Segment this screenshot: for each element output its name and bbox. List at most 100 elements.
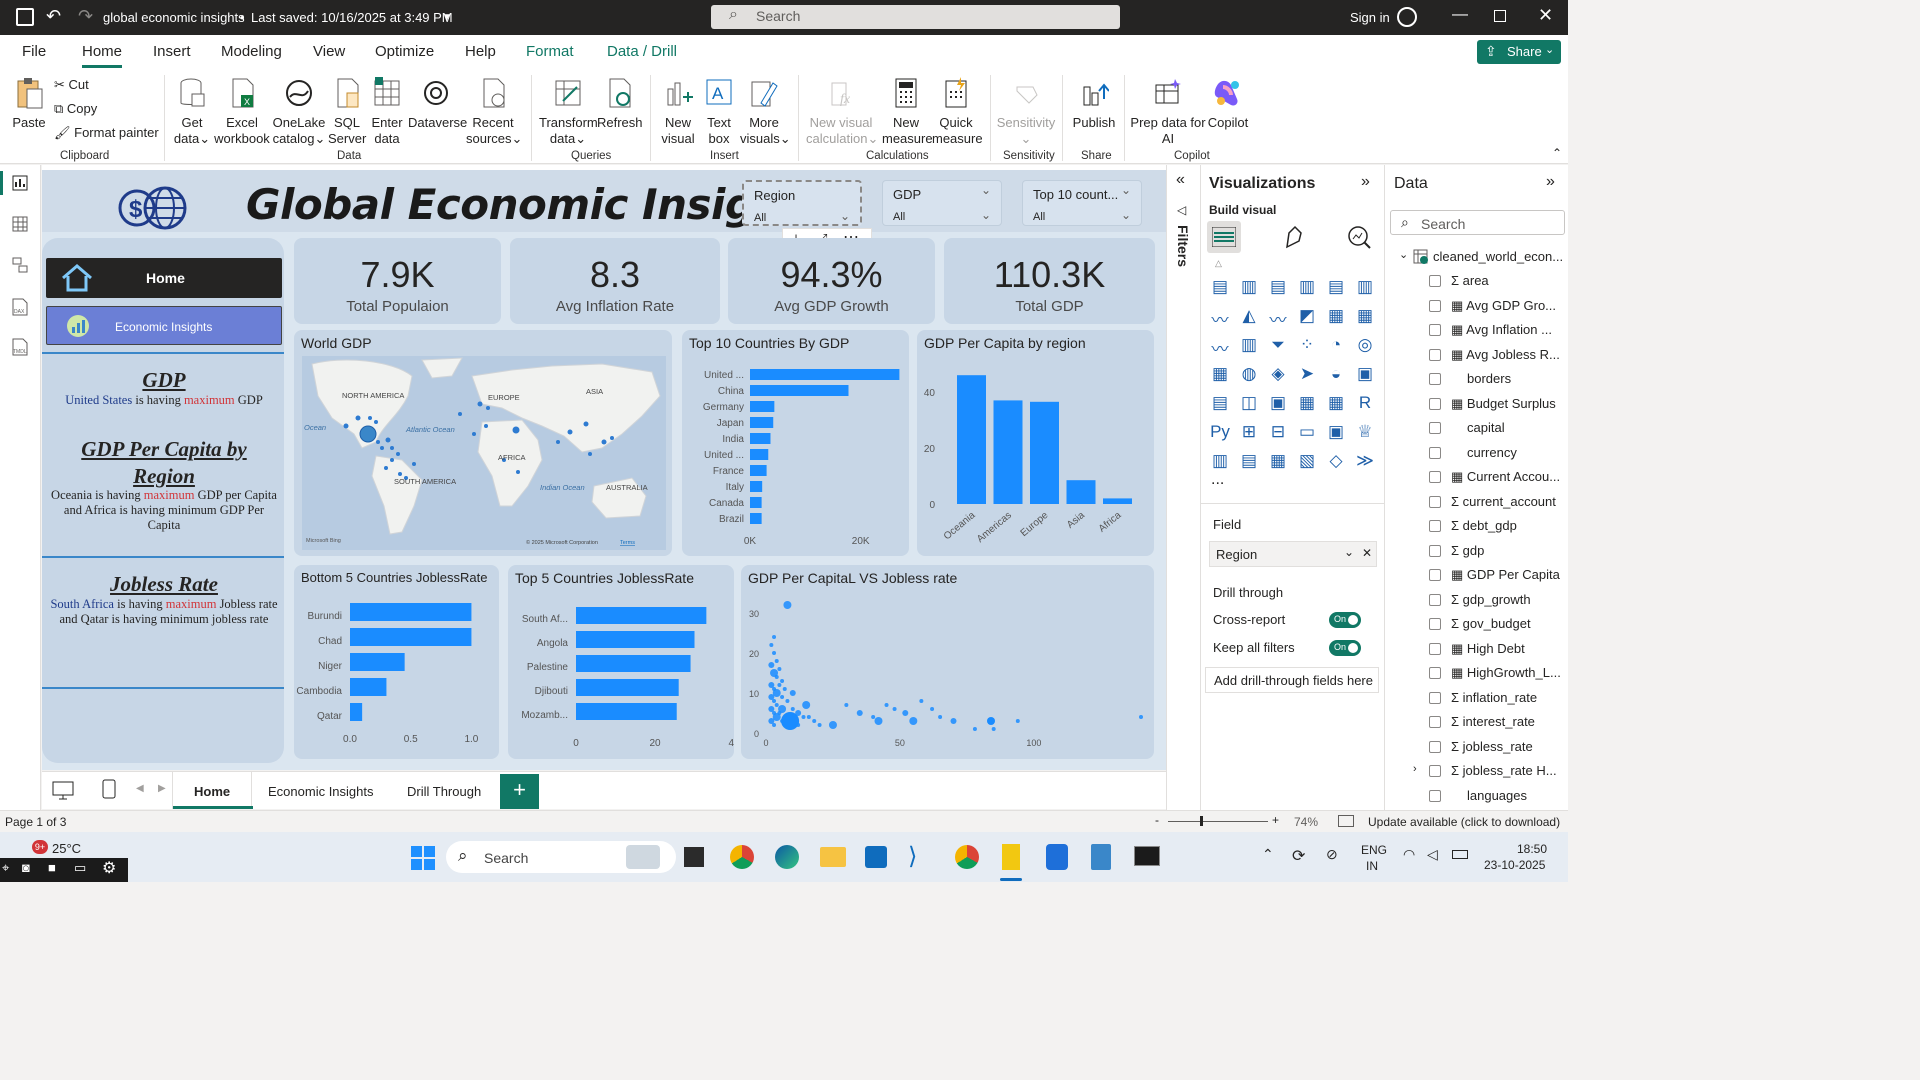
top10-slicer[interactable]: Top 10 count... ⌄ All ⌄ (1022, 180, 1142, 226)
new-visual-button[interactable]: New visual (658, 77, 698, 147)
paste-button[interactable]: Paste (10, 77, 48, 131)
field-well-region[interactable]: Region ⌄ ✕ (1209, 541, 1377, 567)
field-checkbox[interactable] (1429, 471, 1441, 483)
visual-type-icon[interactable]: ▥ (1298, 277, 1316, 296)
terminal-icon[interactable] (1134, 846, 1160, 866)
field-checkbox[interactable] (1429, 373, 1441, 385)
filters-pane-collapsed[interactable]: « ◁ Filters (1166, 165, 1200, 810)
visual-type-icon[interactable]: ▥ (1211, 451, 1229, 470)
visual-type-icon[interactable]: ◭ (1242, 306, 1256, 325)
more-visuals-button[interactable]: More visuals⌄ (740, 77, 791, 147)
kpi-card-total-gdp[interactable]: 110.3K Total GDP (944, 238, 1155, 324)
visual-type-icon[interactable]: 〰 (1211, 340, 1229, 359)
fit-to-page-icon[interactable] (1338, 815, 1354, 827)
visual-type-icon[interactable]: ➤ (1299, 364, 1315, 383)
field-checkbox[interactable] (1429, 520, 1441, 532)
notepad-icon[interactable] (1091, 844, 1111, 870)
visual-type-icon[interactable]: ≫ (1356, 451, 1374, 470)
visual-type-icon[interactable]: ◫ (1240, 393, 1258, 412)
field-checkbox[interactable] (1429, 299, 1441, 312)
battery-icon[interactable] (1452, 850, 1468, 859)
visual-type-icon[interactable]: ▦ (1327, 393, 1345, 412)
visual-type-icon[interactable]: ◒ (1330, 364, 1342, 383)
gdp-slicer[interactable]: GDP ⌄ All ⌄ (882, 180, 1002, 226)
copy-button[interactable]: ⧉ Copy (54, 101, 98, 116)
share-button[interactable]: ⇪ Share ⌄ (1477, 40, 1561, 64)
search-input[interactable]: ⌕ Search (711, 5, 1120, 29)
visual-type-icon[interactable]: ▣ (1356, 364, 1374, 383)
visual-type-icon[interactable]: R (1358, 393, 1372, 412)
prep-data-ai-button[interactable]: Prep data for AI (1130, 77, 1206, 147)
visual-type-icon[interactable]: ▤ (1327, 277, 1345, 296)
document-title[interactable]: global economic insights (103, 10, 245, 25)
data-search-input[interactable]: ⌕ Search (1390, 210, 1565, 235)
home-nav-button[interactable]: Home (46, 258, 282, 298)
restore-icon[interactable] (1494, 10, 1506, 22)
azure-data-studio-icon[interactable] (1046, 844, 1068, 870)
visual-type-icon[interactable]: Py (1210, 422, 1230, 441)
edge-icon[interactable] (775, 845, 799, 869)
collapse-pane-icon[interactable]: » (1361, 173, 1370, 190)
zoom-in-button[interactable]: + (1272, 813, 1280, 827)
dataverse-button[interactable]: Dataverse (408, 77, 467, 131)
chevron-down-icon[interactable]: ⌄ (1120, 208, 1131, 222)
expand-filters-icon[interactable]: « (1176, 171, 1185, 188)
field-checkbox[interactable] (1429, 422, 1441, 434)
gdp-per-capita-chart[interactable]: GDP Per Capita by region 0 20 40 Oceania Ame… (917, 330, 1154, 556)
field-checkbox[interactable] (1429, 691, 1441, 704)
field-checkbox[interactable] (1429, 667, 1441, 679)
visual-type-icon[interactable]: ▦ (1356, 306, 1374, 325)
file-explorer-icon[interactable] (820, 847, 846, 867)
visual-type-icon[interactable]: ⊞ (1241, 422, 1257, 441)
visual-type-icon[interactable]: ▧ (1298, 451, 1316, 470)
sync-icon[interactable]: ⟳ (1292, 848, 1306, 865)
store-icon[interactable] (865, 846, 887, 868)
tmdl-view-icon[interactable]: TMDL (10, 337, 30, 357)
transform-data-button[interactable]: Transform data⌄ (539, 77, 598, 147)
field-checkbox[interactable] (1429, 348, 1441, 361)
language-region[interactable]: IN (1366, 859, 1378, 873)
chevron-up-icon[interactable]: ⌃ (1262, 846, 1274, 862)
visual-type-icon[interactable]: 〰 (1211, 311, 1229, 330)
folder-icon[interactable]: ▭ (74, 860, 87, 875)
field-checkbox[interactable] (1429, 569, 1441, 581)
recent-sources-button[interactable]: Recent sources⌄ (466, 77, 522, 147)
visual-type-icon[interactable]: ▣ (1327, 422, 1345, 441)
vscode-icon[interactable]: ⟩ (908, 843, 918, 870)
visual-type-icon[interactable]: ♕ (1357, 422, 1373, 441)
world-map-canvas[interactable]: NORTH AMERICA EUROPE ASIA Atlantic Ocean… (302, 356, 666, 550)
mobile-layout-icon[interactable] (102, 779, 116, 799)
analytics-icon[interactable] (1347, 225, 1371, 249)
visual-type-icon[interactable]: ◈ (1271, 364, 1285, 383)
more-visuals-ellipsis[interactable]: ... (1211, 471, 1225, 488)
economic-insights-nav-button[interactable]: Economic Insights (46, 306, 282, 345)
field-checkbox[interactable] (1429, 765, 1441, 777)
visual-type-icon[interactable]: ▥ (1240, 335, 1258, 354)
visual-type-icon[interactable]: ▭ (1298, 422, 1316, 441)
slicer-value[interactable]: All (893, 211, 906, 223)
close-icon[interactable]: ✕ (1538, 5, 1554, 25)
sign-in-link[interactable]: Sign in (1350, 10, 1390, 25)
volume-icon[interactable]: ◁ (1427, 846, 1438, 862)
onelake-catalog-button[interactable]: OneLake catalog⌄ (272, 77, 326, 147)
wifi-icon[interactable]: ◠ (1403, 846, 1416, 862)
slicer-value[interactable]: All (1033, 211, 1046, 223)
chevron-down-icon[interactable]: ⌄ (980, 183, 991, 197)
last-saved[interactable]: Last saved: 10/16/2025 at 3:49 PM (251, 10, 453, 25)
power-bi-icon[interactable] (1002, 844, 1020, 870)
chevron-down-icon[interactable]: ⌄ (839, 209, 850, 223)
dax-query-view-icon[interactable]: DAX (10, 297, 30, 317)
chevron-down-icon[interactable]: ▼ (442, 12, 452, 23)
visual-type-icon[interactable]: ▥ (1356, 277, 1374, 296)
desktop-layout-icon[interactable] (52, 780, 74, 800)
update-available-link[interactable]: Update available (click to download) (1368, 815, 1561, 829)
taskbar-search[interactable]: ⌕ Search (446, 841, 676, 873)
chevron-down-icon[interactable]: ⌄ (1399, 249, 1409, 261)
chevron-down-icon[interactable]: ⌄ (980, 208, 991, 222)
minimize-icon[interactable]: — (1452, 6, 1468, 23)
collapse-ribbon-icon[interactable]: ⌃ (1552, 146, 1563, 160)
format-painter-button[interactable]: 🖌 Format painter (54, 125, 159, 140)
prev-page-icon[interactable]: ◀ (136, 783, 144, 794)
field-checkbox[interactable] (1429, 544, 1441, 557)
top5-jobless-chart[interactable]: Top 5 Countries JoblessRate South Af... A… (508, 565, 734, 759)
